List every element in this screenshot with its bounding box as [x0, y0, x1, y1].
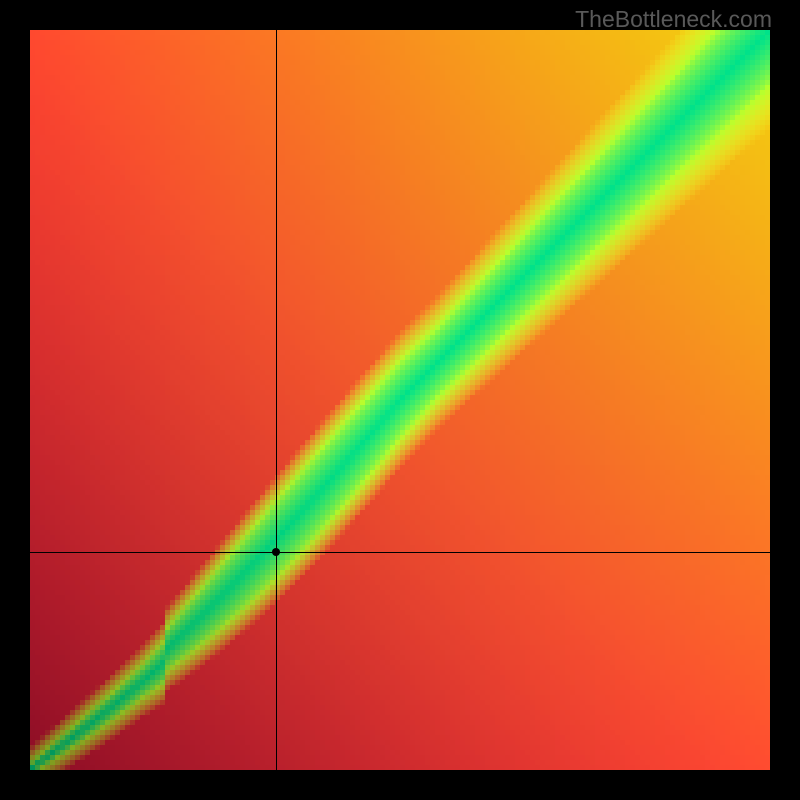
watermark-text: TheBottleneck.com — [575, 6, 772, 33]
bottleneck-heatmap — [30, 30, 770, 770]
crosshair-vertical — [276, 30, 277, 770]
chart-stage: TheBottleneck.com — [0, 0, 800, 800]
crosshair-marker — [272, 548, 280, 556]
crosshair-horizontal — [30, 552, 770, 553]
